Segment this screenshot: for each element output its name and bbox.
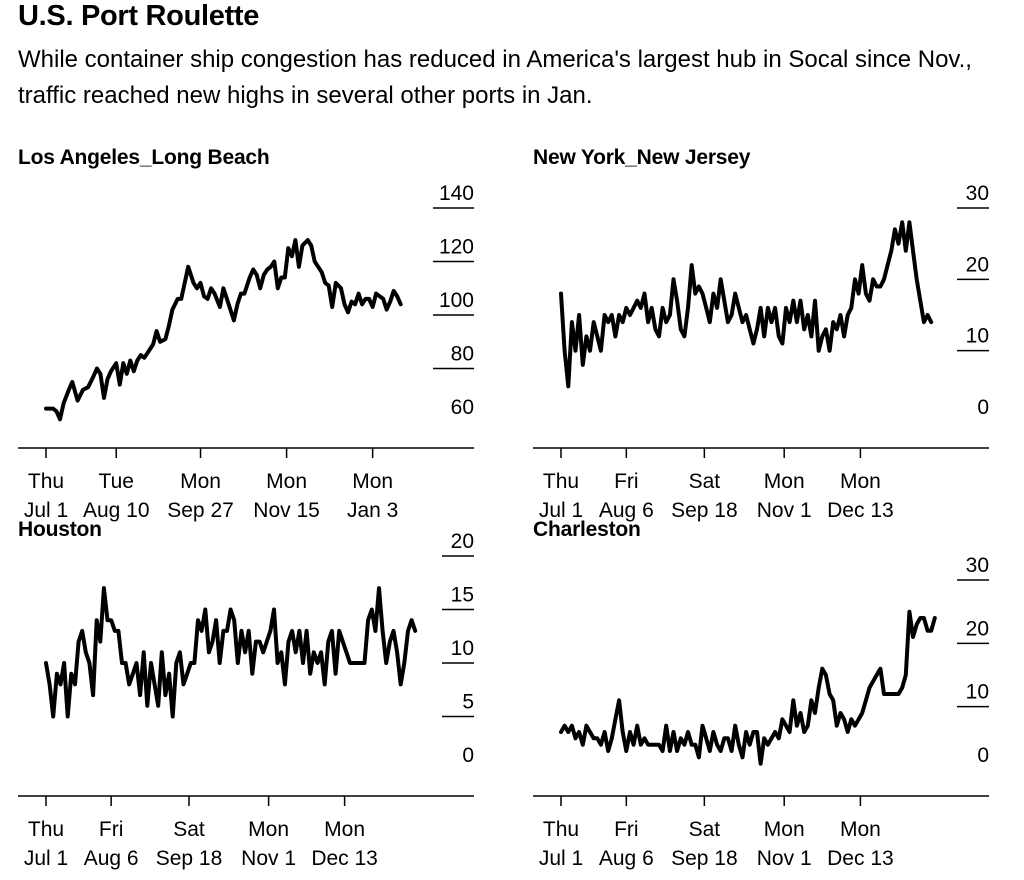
x-tick-label-date: Nov 15 [253, 499, 320, 522]
y-tick-label: 10 [966, 325, 989, 348]
y-tick-label: 120 [439, 236, 474, 259]
x-tick-label-date: Sep 18 [671, 847, 738, 870]
y-tick-label: 20 [966, 617, 989, 640]
x-tick-label-date: Jan 3 [347, 499, 398, 522]
x-tick-label-date: Aug 10 [83, 499, 150, 522]
x-tick-label-date: Jul 1 [24, 847, 68, 870]
y-tick-label: 140 [439, 182, 474, 205]
x-tick-label-day: Fri [614, 818, 639, 841]
x-tick-label-day: Fri [99, 818, 124, 841]
x-tick-label-date: Aug 6 [599, 847, 654, 870]
x-tick-label-date: Dec 13 [311, 847, 378, 870]
chart-svg: 60 80 100 120 140 Thu Jul 1 Tue Aug 10 Mon Sep 27 M… [18, 182, 474, 522]
y-tick-label: 0 [977, 396, 989, 419]
x-tick-label-day: Mon [840, 470, 881, 493]
x-tick-label-day: Thu [28, 818, 64, 841]
x-tick-label-date: Dec 13 [827, 499, 894, 522]
x-tick-label-day: Thu [28, 470, 64, 493]
x-tick-label-day: Sat [173, 818, 205, 841]
series-line [559, 609, 937, 766]
series-line [44, 586, 418, 719]
x-tick-label-day: Mon [840, 818, 881, 841]
y-tick-label: 30 [966, 182, 989, 205]
chart-title: Houston [18, 518, 102, 541]
x-tick-label-date: Sep 18 [671, 499, 738, 522]
x-tick-label-date: Jul 1 [24, 499, 68, 522]
chart-svg: 0 10 20 30 Thu Jul 1 Fri Aug 6 Sat Sep 18 Mon Nov 1… [533, 182, 989, 522]
series-line [559, 220, 934, 389]
chart-title: Los Angeles_Long Beach [18, 146, 270, 169]
page-subtitle: While container ship congestion has redu… [18, 46, 972, 109]
x-tick-label-date: Nov 1 [241, 847, 296, 870]
x-tick-label-day: Mon [352, 470, 393, 493]
x-tick-label-day: Mon [180, 470, 221, 493]
y-tick-label: 60 [451, 396, 474, 419]
y-tick-label: 20 [451, 530, 474, 553]
chart-title: New York_New Jersey [533, 146, 751, 169]
chart-svg: 0 10 20 30 Thu Jul 1 Fri Aug 6 Sat Sep 18 Mon Nov 1… [533, 554, 989, 870]
y-tick-label: 20 [966, 253, 989, 276]
chart-svg: 0 5 10 15 20 Thu Jul 1 Fri Aug 6 Sat Sep 18 Mon Nov … [18, 530, 474, 870]
chart-title: Charleston [533, 518, 641, 541]
x-tick-label-day: Fri [614, 470, 639, 493]
y-tick-label: 0 [977, 744, 989, 767]
x-tick-label-date: Nov 1 [757, 499, 812, 522]
chart-panel-charleston: Charleston 0 10 20 30 Thu Jul 1 Fri Aug 6 Sat Sep… [533, 518, 1024, 878]
y-tick-label: 0 [462, 744, 474, 767]
series-line [44, 238, 403, 422]
y-tick-label: 10 [451, 637, 474, 660]
x-tick-label-date: Sep 18 [156, 847, 223, 870]
x-tick-label-date: Jul 1 [539, 847, 583, 870]
x-tick-label-date: Aug 6 [599, 499, 654, 522]
x-tick-label-day: Mon [324, 818, 365, 841]
y-tick-label: 100 [439, 289, 474, 312]
chart-panel-houston: Houston 0 5 10 15 20 Thu Jul 1 Fri Aug 6 Sat Sep 1… [18, 518, 518, 878]
x-tick-label-date: Sep 27 [167, 499, 234, 522]
x-tick-label-day: Sat [689, 470, 721, 493]
page-title: U.S. Port Roulette [18, 0, 260, 32]
x-tick-label-date: Dec 13 [827, 847, 894, 870]
y-tick-label: 10 [966, 681, 989, 704]
y-tick-label: 30 [966, 554, 989, 577]
x-tick-label-day: Mon [266, 470, 307, 493]
x-tick-label-day: Sat [689, 818, 721, 841]
x-tick-label-day: Mon [764, 470, 805, 493]
chart-panel-new-york-new-jersey: New York_New Jersey 0 10 20 30 Thu Jul 1 Fri Au… [533, 146, 1024, 522]
chart-panel-los-angeles: Los Angeles_Long Beach 60 80 100 120 140 Thu J… [18, 146, 518, 522]
y-tick-label: 5 [462, 691, 474, 714]
x-tick-label-date: Nov 1 [757, 847, 812, 870]
x-tick-label-day: Thu [543, 470, 579, 493]
y-tick-label: 15 [451, 584, 474, 607]
x-tick-label-date: Aug 6 [84, 847, 139, 870]
x-tick-label-day: Mon [764, 818, 805, 841]
x-tick-label-day: Tue [99, 470, 134, 493]
x-tick-label-day: Thu [543, 818, 579, 841]
x-tick-label-date: Jul 1 [539, 499, 583, 522]
x-tick-label-day: Mon [248, 818, 289, 841]
y-tick-label: 80 [451, 343, 474, 366]
